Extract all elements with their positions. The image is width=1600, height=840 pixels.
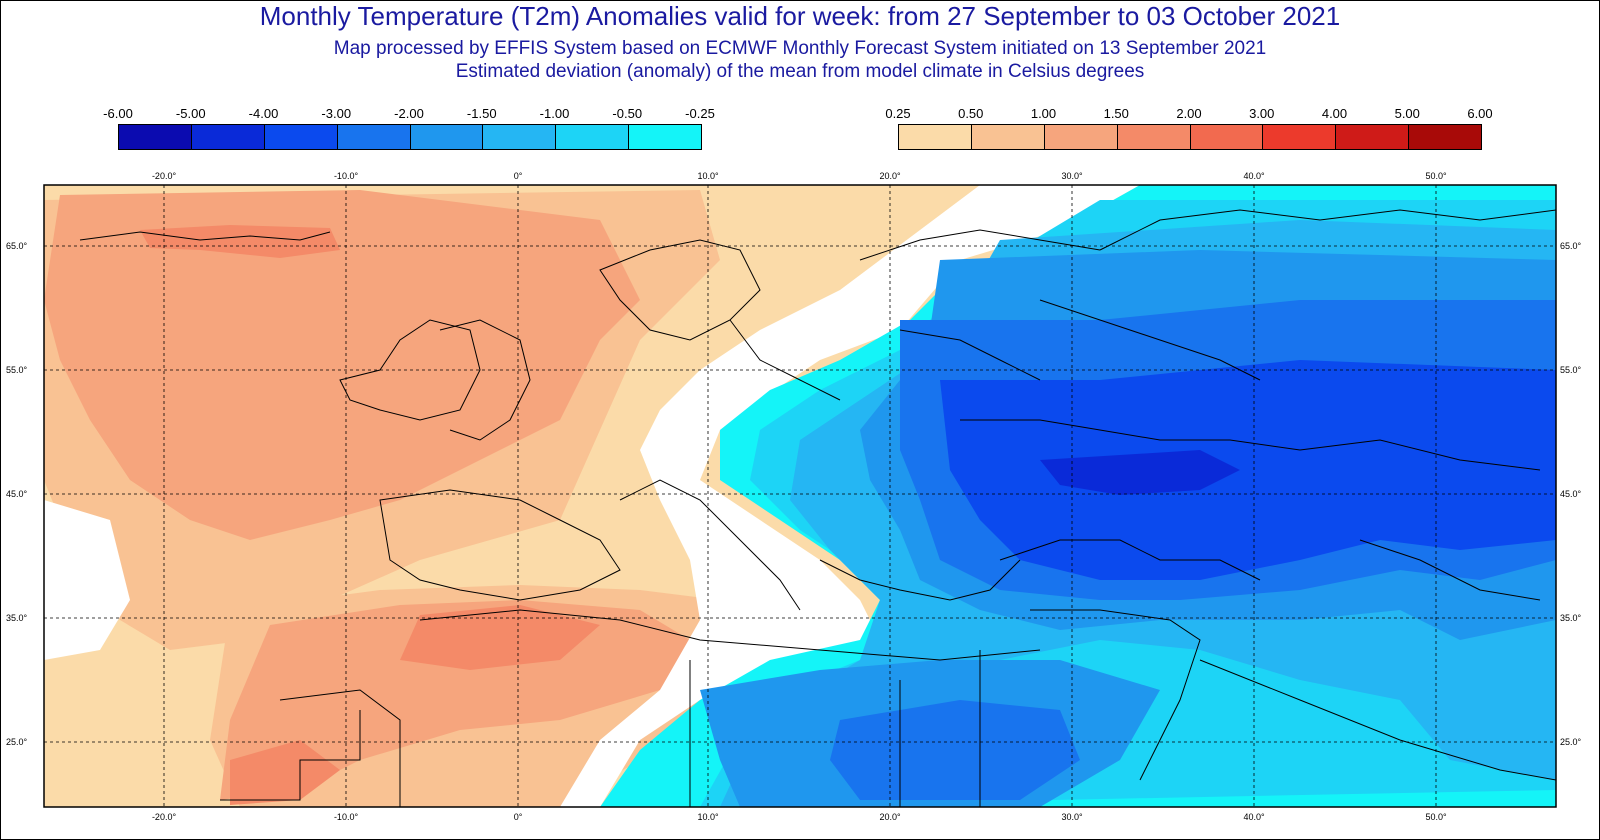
neutral-band	[560, 185, 1140, 807]
warm-hot-morocco	[400, 605, 600, 670]
colorbar-positive-label: 0.50	[958, 106, 984, 121]
longitude-labels-bottom: -20.0° -10.0° 0° 10.0° 20.0° 30.0° 40.0° 50.0°	[152, 812, 1447, 822]
latitude-tick-label: 25.0°	[6, 737, 28, 747]
map-frame	[43, 184, 1557, 808]
longitude-tick-label: 30.0°	[1061, 171, 1083, 181]
latitude-tick-label: 45.0°	[6, 489, 28, 499]
colorbar-negative-label: -2.00	[394, 106, 424, 121]
longitude-labels-top: -20.0° -10.0° 0° 10.0° 20.0° 30.0° 40.0° 50.0°	[152, 171, 1447, 181]
map-subtitle-units: Estimated deviation (anomaly) of the mea…	[455, 61, 1145, 82]
colorbar-negative-label: -5.00	[175, 106, 206, 121]
warm-hot-sahara	[230, 740, 340, 805]
colorbar-positive-label: 6.00	[1467, 106, 1493, 121]
warm-hot-iceland	[140, 225, 340, 258]
colorbar-negative-label: -4.00	[248, 106, 279, 121]
longitude-tick-label: 30.0°	[1061, 812, 1083, 822]
latitude-labels-right: 65.0° 55.0° 45.0° 35.0° 25.0°	[1560, 241, 1582, 747]
longitude-tick-label: 40.0°	[1243, 171, 1265, 181]
colorbar-positive-swatch	[1117, 125, 1191, 149]
colorbar-negative-swatch	[483, 125, 557, 149]
colorbar-negative-swatch	[556, 125, 630, 149]
longitude-tick-label: -10.0°	[334, 812, 359, 822]
map-title: Monthly Temperature (T2m) Anomalies vali…	[259, 1, 1341, 31]
longitude-tick-label: 50.0°	[1425, 171, 1447, 181]
longitude-tick-label: 0°	[514, 812, 523, 822]
colorbar-positive-swatch	[1190, 125, 1264, 149]
longitude-tick-label: 20.0°	[879, 171, 901, 181]
cold-3-africa	[830, 700, 1080, 800]
longitude-tick-label: -10.0°	[334, 171, 359, 181]
colorbar-negative-label: -1.00	[539, 106, 570, 121]
colorbar-negative-swatch	[264, 125, 338, 149]
colorbar-positive-swatch	[1044, 125, 1118, 149]
longitude-tick-label: -20.0°	[152, 171, 177, 181]
latitude-tick-label: 65.0°	[6, 241, 28, 251]
latitude-tick-label: 25.0°	[1560, 737, 1582, 747]
colorbar-positive-label: 3.00	[1249, 106, 1275, 121]
longitude-tick-label: 10.0°	[697, 171, 719, 181]
coastlines	[79, 209, 1556, 807]
graticule	[44, 185, 1556, 807]
colorbar-positive-swatch	[1336, 125, 1410, 149]
colorbar-negative-label: -1.50	[466, 106, 497, 121]
colorbar-negative-swatch	[629, 125, 701, 149]
warm-strong-atlantic	[44, 190, 640, 540]
colorbar-positive-label: 0.25	[885, 106, 911, 121]
longitude-tick-label: 20.0°	[879, 812, 901, 822]
colorbar-negative-label: -0.25	[685, 106, 715, 121]
latitude-tick-label: 55.0°	[1560, 365, 1582, 375]
neutral-west-atlantic	[44, 500, 130, 660]
longitude-tick-label: 10.0°	[697, 812, 719, 822]
anomaly-fields	[44, 185, 1556, 807]
colorbar-positive	[898, 124, 1482, 150]
colorbar-negative-swatch	[191, 125, 265, 149]
colorbar-positive-swatch	[899, 125, 972, 149]
latitude-tick-label: 35.0°	[1560, 613, 1582, 623]
latitude-tick-label: 35.0°	[6, 613, 28, 623]
latitude-labels-left: 65.0° 55.0° 45.0° 35.0° 25.0°	[6, 241, 28, 747]
colorbar-positive-label: 2.00	[1176, 106, 1202, 121]
colorbar-negative-swatch	[119, 125, 192, 149]
longitude-tick-label: 40.0°	[1243, 812, 1265, 822]
colorbar-positive-swatch	[971, 125, 1045, 149]
warm-strong-africa	[220, 600, 690, 800]
latitude-tick-label: 45.0°	[1560, 489, 1582, 499]
longitude-tick-label: 50.0°	[1425, 812, 1447, 822]
longitude-tick-label: -20.0°	[152, 812, 177, 822]
cold-4-field	[940, 360, 1556, 580]
colorbar-negative-swatch	[337, 125, 411, 149]
longitude-tick-label: 0°	[514, 171, 523, 181]
colorbar-negative-label: -0.50	[612, 106, 643, 121]
colorbar-positive-label: 4.00	[1321, 106, 1348, 121]
colorbar-negative-swatch	[410, 125, 484, 149]
map-subtitle-processing: Map processed by EFFIS System based on E…	[333, 38, 1267, 59]
latitude-tick-label: 65.0°	[1560, 241, 1582, 251]
colorbar-positive-swatch	[1263, 125, 1337, 149]
colorbar-negative	[118, 124, 702, 150]
colorbar-positive-label: 5.00	[1394, 106, 1420, 121]
colorbar-negative-label: -3.00	[321, 106, 352, 121]
latitude-tick-label: 55.0°	[6, 365, 28, 375]
colorbar-negative-label: -6.00	[103, 106, 133, 121]
colorbar-positive-label: 1.00	[1030, 106, 1057, 121]
colorbar-positive-label: 1.50	[1103, 106, 1129, 121]
cold-5-core	[1040, 450, 1240, 495]
colorbar-positive-swatch	[1409, 125, 1481, 149]
